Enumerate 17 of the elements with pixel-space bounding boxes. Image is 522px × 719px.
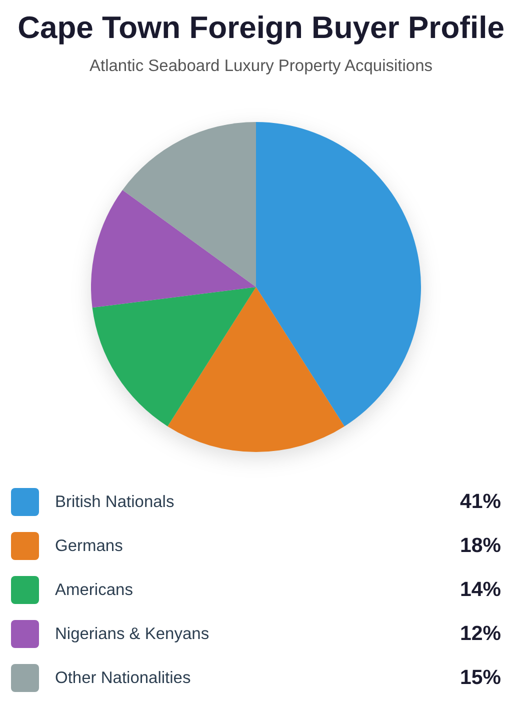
legend-label: Americans <box>55 580 134 600</box>
data-label: 18% <box>460 534 501 558</box>
pie-slice <box>122 122 256 287</box>
data-label: 15% <box>460 666 501 690</box>
legend-label: British Nationals <box>55 492 176 512</box>
legend-label: Nigerians & Kenyans <box>55 624 210 644</box>
chart-title: Cape Town Foreign Buyer Profile <box>16 10 506 46</box>
chart-subtitle: Atlantic Seaboard Luxury Property Acquisitions <box>88 57 434 76</box>
pie-slice <box>92 287 256 426</box>
data-label: 12% <box>460 622 501 646</box>
pie-slice <box>91 190 256 308</box>
pie-slice <box>256 122 421 426</box>
legend-label: Germans <box>55 536 124 556</box>
legend-label: Other Nationalities <box>55 668 192 688</box>
data-label: 41% <box>460 490 501 514</box>
pie-slice <box>168 287 344 452</box>
data-label: 14% <box>460 578 501 602</box>
